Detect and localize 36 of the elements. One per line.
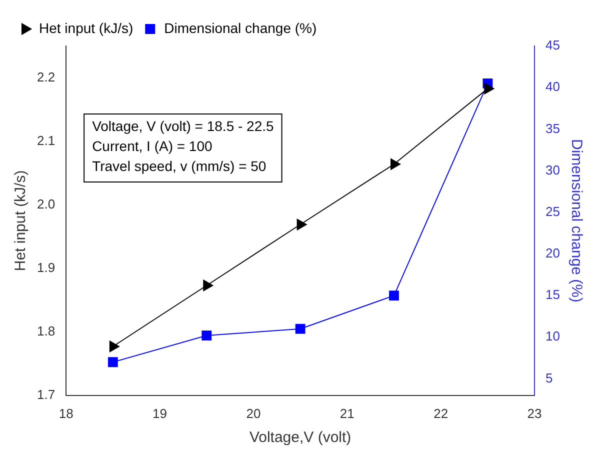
legend-label: Het input (kJ/s) <box>39 20 134 36</box>
y2-tick-label: 10 <box>546 328 560 344</box>
y2-tick-label: 40 <box>546 79 560 94</box>
y-tick-label: 2.2 <box>36 69 56 84</box>
y2-tick-label: 20 <box>546 246 560 261</box>
y-tick-label: 1.7 <box>36 386 56 402</box>
annotation: Voltage, V (volt) = 18.5 - 22.5 Current, I (A) = 100 Travel speed, v (mm/s) = 50 <box>92 118 274 174</box>
x-tick-label: 20 <box>246 406 261 421</box>
x-tick-label: 19 <box>152 406 167 421</box>
y2-tick-label: 25 <box>546 204 560 219</box>
y2-tick-label: 5 <box>546 370 553 386</box>
x-tick-label: 22 <box>434 406 448 421</box>
point <box>109 340 120 353</box>
x-axis-title: Voltage,V (volt) <box>249 429 352 446</box>
y2-tick-label: 45 <box>546 38 560 53</box>
x-tick-label: 18 <box>58 406 74 421</box>
point <box>203 279 214 292</box>
y2-tick-label: 15 <box>546 287 560 302</box>
y2-tick-label: 35 <box>546 120 560 136</box>
y2-axis-title: Dimensional change (%) <box>568 138 585 302</box>
y-tick-label: 2.1 <box>36 132 56 148</box>
legend-label: Dimensional change (%) <box>164 20 317 36</box>
x-tick-label: 23 <box>527 406 542 421</box>
y-tick-label: 1.9 <box>36 260 56 275</box>
y-tick-label: 1.8 <box>36 323 56 338</box>
point <box>390 158 401 170</box>
point <box>108 357 118 368</box>
y2-tick-label: 30 <box>546 162 560 178</box>
point <box>296 218 308 231</box>
point <box>202 330 212 340</box>
point <box>389 290 399 301</box>
x-tick-label: 21 <box>340 406 354 421</box>
point <box>484 82 495 95</box>
y-axis-title: Het input (kJ/s) <box>12 170 30 272</box>
y-tick-label: 2.0 <box>36 196 56 212</box>
point <box>295 324 306 334</box>
